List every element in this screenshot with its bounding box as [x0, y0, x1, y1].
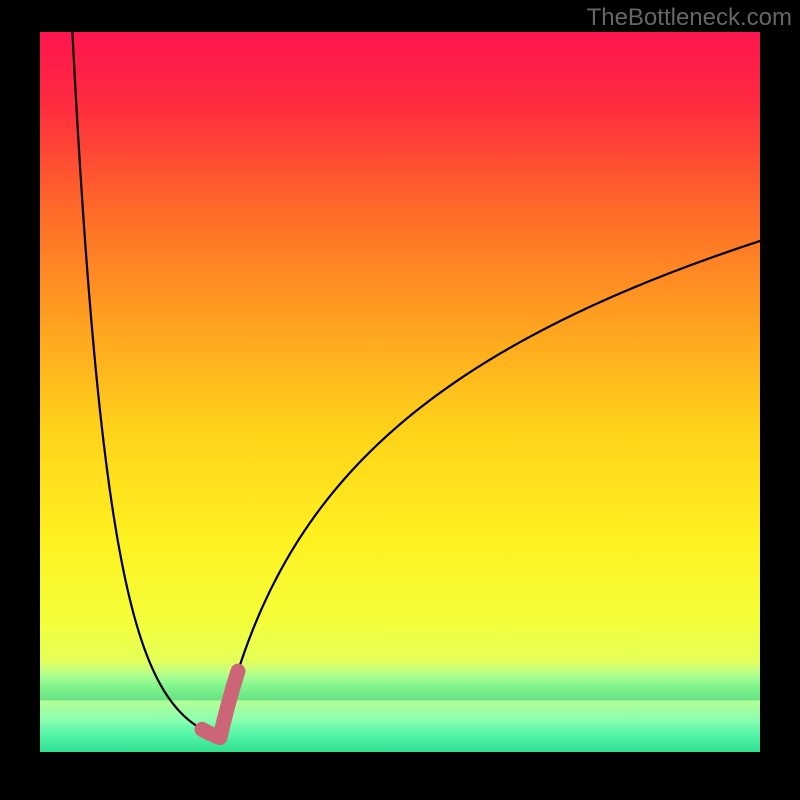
gradient-stripe: [40, 685, 760, 688]
gradient-stripe: [40, 691, 760, 694]
gradient-stripe: [40, 664, 760, 667]
watermark-text: TheBottleneck.com: [587, 4, 792, 32]
gradient-stripe: [40, 670, 760, 673]
plot-gradient-background: [40, 32, 760, 752]
gradient-stripe: [40, 667, 760, 670]
gradient-stripe: [40, 697, 760, 700]
gradient-stripe: [40, 694, 760, 697]
chart-svg: [0, 0, 800, 800]
gradient-stripe: [40, 682, 760, 685]
gradient-stripe: [40, 661, 760, 664]
gradient-stripe: [40, 679, 760, 682]
chart-container: TheBottleneck.com: [0, 0, 800, 800]
gradient-stripe: [40, 688, 760, 691]
gradient-stripe: [40, 676, 760, 679]
gradient-stripe: [40, 673, 760, 676]
